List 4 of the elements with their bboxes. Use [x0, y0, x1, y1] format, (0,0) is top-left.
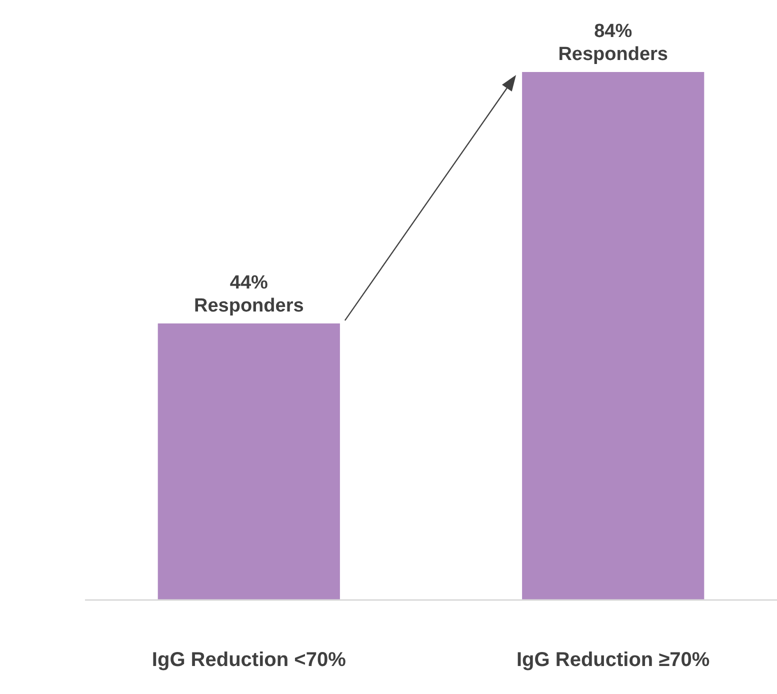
data-label: 44% Responders — [194, 272, 304, 316]
data-label: 84% Responders — [558, 21, 668, 65]
x-tick-label: IgG Reduction <70% — [152, 649, 346, 671]
x-tick-label: IgG Reduction ≥70% — [516, 649, 710, 671]
